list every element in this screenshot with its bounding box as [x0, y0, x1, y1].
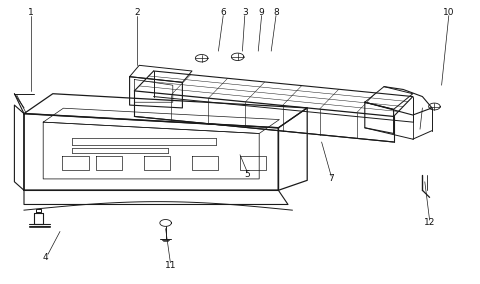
Text: 1: 1	[28, 8, 34, 17]
Text: 4: 4	[43, 252, 48, 262]
Text: 8: 8	[273, 8, 279, 17]
Text: 11: 11	[165, 261, 176, 270]
Text: 6: 6	[220, 8, 226, 17]
Text: 7: 7	[328, 174, 334, 183]
Text: 5: 5	[244, 170, 250, 179]
Text: 3: 3	[242, 8, 248, 17]
Text: 12: 12	[424, 218, 435, 227]
Text: 9: 9	[259, 8, 264, 17]
Text: 2: 2	[134, 8, 140, 17]
Text: 10: 10	[443, 8, 455, 17]
